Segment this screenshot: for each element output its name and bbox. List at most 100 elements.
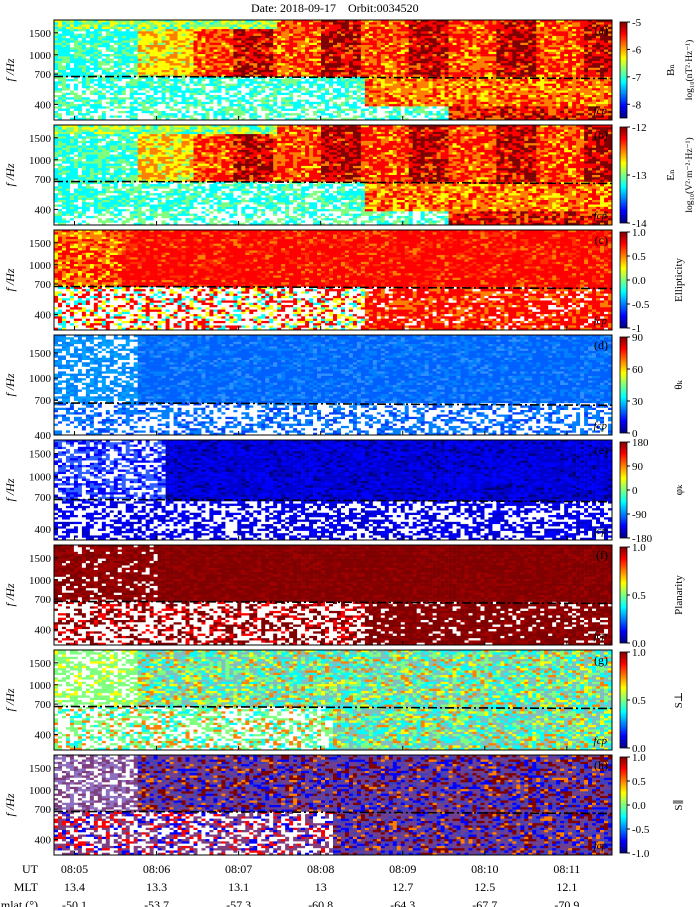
xaxis-tick-mlat: -53.7 (144, 898, 169, 907)
panel-g-letter: (g) (594, 653, 608, 667)
xaxis-row-label: UT (22, 862, 39, 876)
panel-c-letter: (c) (595, 233, 608, 247)
panel-c-ytick-label: 400 (35, 309, 52, 321)
panel-d-colorbar (620, 337, 627, 433)
panel-c-cbar-tick-label: 1.0 (632, 227, 646, 239)
panel-b-cbar-tick-label: -13 (632, 170, 647, 182)
panel-d-ylabel: f /Hz (3, 373, 17, 396)
panel-h-cbar-tick-label: 0.5 (632, 776, 646, 788)
panel-d-ytick-label: 1000 (29, 373, 52, 385)
panel-g-fcp-label: fcp (594, 735, 608, 747)
panel-b-ytick-label: 1000 (29, 155, 52, 167)
panel-f-ylabel: f /Hz (3, 583, 17, 606)
panel-h-letter: (h) (594, 758, 608, 772)
panel-h-cbar-tick-label: 1.0 (632, 752, 646, 764)
panel-c-ytick-label: 1500 (29, 238, 52, 250)
panel-a-colorbar (620, 22, 627, 118)
panel-d-cbar-tick-label: 60 (632, 364, 644, 376)
panel-a-cbar-tick-label: -8 (632, 99, 642, 111)
panel-e-letter: (e) (595, 443, 608, 457)
xaxis-tick-mlt: 13 (315, 880, 327, 894)
panel-b-ytick-label: 700 (35, 174, 52, 186)
panel-b-cbar-sublabel: log₁₀(V²·m⁻²·Hz⁻¹) (684, 137, 695, 212)
xaxis-tick-mlt: 12.7 (392, 880, 413, 894)
panel-d-ytick-label: 1500 (29, 348, 52, 360)
panel-f-ytick-label: 1500 (29, 553, 52, 565)
panel-c-spectrogram (54, 230, 612, 330)
panel-a-spectrogram (54, 20, 612, 120)
panel-b-letter: (b) (594, 128, 608, 142)
panel-g-ytick-label: 1500 (29, 658, 52, 670)
panel-e-ylabel: f /Hz (3, 478, 17, 501)
panel-f-ytick-label: 400 (35, 624, 52, 636)
panel-c-fcp-label: fcp (594, 315, 608, 327)
panel-a-letter: (a) (595, 23, 608, 37)
orbit-label: Orbit:0034520 (348, 1, 419, 15)
panel-g-cbar-tick-label: 0.5 (632, 695, 646, 707)
panel-h-colorbar (620, 757, 627, 853)
xaxis-tick-ut: 08:11 (553, 862, 580, 876)
panel-h-fcp-label: fcp (594, 840, 608, 852)
panel-d-cbar-tick-label: 30 (632, 396, 644, 408)
panel-h-cbar-label: S∥ (672, 799, 685, 810)
panel-c-cbar-tick-label: -0.5 (632, 299, 650, 311)
panel-d-cbar-tick-label: 90 (632, 332, 644, 344)
xaxis-tick-mlat: -57.3 (226, 898, 251, 907)
xaxis-tick-mlat: -50.1 (62, 898, 87, 907)
panel-f-ytick-label: 700 (35, 594, 52, 606)
panel-g-spectrogram (54, 650, 612, 750)
xaxis-tick-mlt: 13.3 (146, 880, 167, 894)
panel-b-cbar-tick-label: -12 (632, 122, 647, 134)
panel-h-ytick-label: 1000 (29, 785, 52, 797)
xaxis-tick-ut: 08:06 (143, 862, 170, 876)
panel-h-ytick-label: 400 (35, 834, 52, 846)
panel-h-ytick-label: 1500 (29, 763, 52, 775)
panel-g-ylabel: f /Hz (3, 688, 17, 711)
panel-d-spectrogram (54, 335, 612, 435)
panel-g-ytick-label: 1000 (29, 680, 52, 692)
panel-b-fcp-label: fcp (594, 210, 608, 222)
xaxis-tick-mlt: 13.4 (64, 880, 85, 894)
panel-b-ylabel: f /Hz (3, 163, 17, 186)
xaxis-tick-mlat: -67.7 (472, 898, 497, 907)
panel-d-ytick-label: 700 (35, 395, 52, 407)
panel-e-ytick-label: 1500 (29, 449, 52, 461)
panel-b-ytick-label: 1500 (29, 133, 52, 145)
panel-d-ytick-label: 400 (35, 430, 52, 442)
panel-e-cbar-tick-label: 180 (632, 437, 649, 449)
panel-h-cbar-tick-label: -0.5 (632, 824, 650, 836)
panel-b-spectrogram (54, 125, 612, 225)
panel-c-cbar-label: Ellipticity (673, 258, 685, 302)
panel-f-spectrogram (54, 545, 612, 645)
panel-e-fcp-label: fcp (594, 525, 608, 537)
panel-f-colorbar (620, 547, 627, 643)
panel-e-ytick-label: 1000 (29, 472, 52, 484)
panel-a-fcp-label: fcp (594, 105, 608, 117)
panel-d-fcp-label: fcp (594, 420, 608, 432)
panel-c-cbar-tick-label: 0.0 (632, 275, 646, 287)
panel-h-spectrogram (54, 755, 612, 855)
panel-a-cbar-tick-label: -5 (632, 17, 642, 29)
date-label: Date: 2018-09-17 (251, 1, 336, 15)
panel-f-cbar-tick-label: 0.5 (632, 590, 646, 602)
panel-a-ytick-label: 700 (35, 69, 52, 81)
panel-f-fcp-label: fcp (594, 630, 608, 642)
x-axis-group: UTMLTmlat.(°)L08:0513.4-50.12.6208:0613.… (1, 862, 580, 907)
panel-e-spectrogram (54, 440, 612, 540)
xaxis-tick-ut: 08:08 (307, 862, 334, 876)
panel-d-letter: (d) (594, 338, 608, 352)
panel-g-cbar-label: S⊥ (673, 692, 685, 708)
panel-a-cbar-tick-label: -7 (632, 72, 642, 84)
panel-g-cbar-tick-label: 1.0 (632, 647, 646, 659)
panel-f-cbar-label: Planarity (673, 575, 685, 615)
panel-f-letter: (f) (596, 548, 608, 562)
panel-h-ytick-label: 700 (35, 804, 52, 816)
panel-h-cbar-tick-label: 0.0 (632, 800, 646, 812)
panel-e-ytick-label: 400 (35, 524, 52, 536)
panel-a-cbar-tick-label: -6 (632, 44, 642, 56)
panel-a-ylabel: f /Hz (3, 58, 17, 81)
panel-c-cbar-tick-label: 0.5 (632, 251, 646, 263)
panel-e-ytick-label: 700 (35, 492, 52, 504)
xaxis-tick-mlat: -64.3 (390, 898, 415, 907)
